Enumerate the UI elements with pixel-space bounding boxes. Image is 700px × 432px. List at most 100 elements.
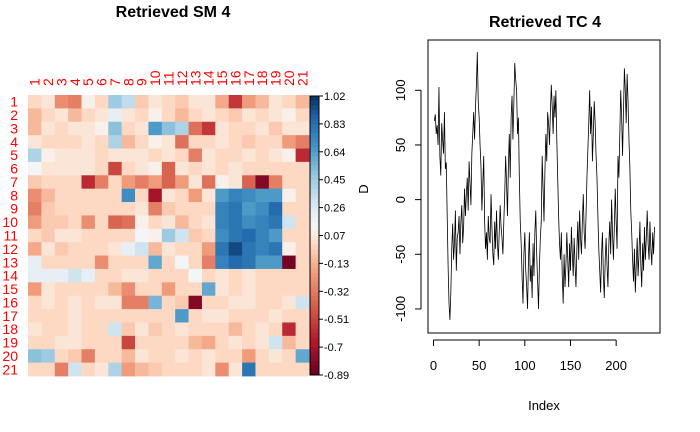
colorbar-tick-label: -0.7 — [324, 342, 343, 354]
heatmap-cell — [282, 135, 297, 149]
heatmap-cell — [175, 242, 189, 256]
heatmap-cell — [175, 95, 189, 109]
heatmap-cell — [121, 148, 136, 163]
heatmap-cell — [161, 175, 176, 190]
heatmap-cell — [188, 349, 203, 364]
heatmap-cell — [242, 135, 256, 149]
colorbar-segment — [310, 147, 319, 153]
colorbar-segment — [310, 277, 319, 283]
heatmap-cell — [121, 242, 136, 256]
heatmap-cell — [135, 255, 149, 270]
heatmap-cell — [28, 161, 42, 176]
column-label: 15 — [214, 70, 230, 86]
heatmap-cell — [68, 242, 82, 256]
heatmap-cell — [94, 362, 109, 377]
heatmap-cell — [94, 335, 109, 350]
heatmap-cell — [255, 282, 270, 297]
heatmap-cell — [228, 121, 243, 136]
x-axis-label: Index — [528, 398, 560, 413]
heatmap-cell — [121, 108, 136, 123]
heatmap-cell — [188, 242, 203, 256]
heatmap-cell — [295, 362, 310, 377]
heatmap-cell — [201, 255, 216, 270]
heatmap-cell — [41, 242, 56, 256]
heatmap-cell — [94, 135, 109, 149]
heatmap-cell — [268, 349, 283, 364]
heatmap-cell — [54, 95, 69, 109]
row-label: 11 — [3, 228, 18, 244]
heatmap-cell — [201, 175, 216, 190]
heatmap-cell — [201, 161, 216, 176]
heatmap-cell — [268, 242, 283, 256]
row-label: 21 — [2, 361, 18, 377]
heatmap-cell — [41, 95, 56, 109]
heatmap-cell — [81, 255, 96, 270]
heatmap-cell — [94, 95, 109, 109]
row-label: 7 — [10, 174, 18, 190]
row-label: 19 — [2, 335, 18, 351]
heatmap-cell — [215, 135, 230, 149]
heatmap-cell — [108, 228, 123, 243]
heatmap-cell — [268, 362, 283, 377]
y-tick-label: 0 — [393, 196, 408, 203]
row-label: 12 — [2, 241, 18, 257]
heatmap-cell — [108, 335, 123, 350]
heatmap-cell — [255, 108, 270, 123]
heatmap-cell — [242, 95, 256, 109]
heatmap-cell — [201, 121, 216, 136]
heatmap-cell — [81, 349, 96, 364]
heatmap-cell — [228, 255, 243, 270]
heatmap-cell — [68, 188, 82, 203]
heatmap-cell — [201, 215, 216, 230]
x-tick-label: 150 — [560, 358, 582, 373]
heatmap-cell — [108, 349, 123, 364]
heatmap-cell — [228, 202, 243, 216]
heatmap-cell — [41, 335, 56, 350]
heatmap-cell — [242, 255, 256, 270]
colorbar-segment — [310, 184, 319, 190]
heatmap-cell — [148, 121, 163, 136]
heatmap-cell — [28, 268, 42, 283]
heatmap-cell — [108, 362, 123, 377]
heatmap-cell — [94, 161, 109, 176]
colorbar-segment — [310, 198, 319, 204]
heatmap-cell — [175, 282, 189, 297]
heatmap-cell — [94, 108, 109, 123]
colorbar-label: D — [356, 184, 371, 193]
colorbar-segment — [310, 212, 319, 218]
heatmap-cell — [121, 282, 136, 297]
colorbar-segment — [310, 100, 319, 106]
heatmap-cell — [255, 202, 270, 216]
column-label: 12 — [174, 70, 190, 86]
heatmap-cell — [215, 121, 230, 136]
heatmap-cell — [81, 228, 96, 243]
colorbar-segment — [310, 282, 319, 288]
colorbar-segment — [310, 347, 319, 353]
x-tick-label: 100 — [514, 358, 536, 373]
heatmap-cell — [28, 362, 42, 377]
heatmap-cell — [28, 95, 42, 109]
heatmap-cell — [228, 228, 243, 243]
heatmap-cell — [108, 309, 123, 323]
heatmap-cell — [41, 255, 56, 270]
colorbar-segment — [310, 96, 319, 102]
timecourse-panel: Retrieved TC 4 0 50 100 150 200 -100 -50 0 50 10… — [393, 14, 661, 413]
colorbar-tick-label: 1.02 — [324, 91, 345, 103]
heatmap-cell — [54, 202, 69, 216]
colorbar-segment — [310, 240, 319, 246]
heatmap-cell — [295, 322, 310, 337]
heatmap-cell — [268, 309, 283, 323]
heatmap-cell — [54, 309, 69, 323]
row-label: 1 — [10, 94, 18, 110]
row-label: 3 — [10, 121, 18, 137]
colorbar-segment — [310, 175, 319, 181]
row-label: 6 — [10, 161, 18, 177]
heatmap-cell — [28, 242, 42, 256]
heatmap-cell — [148, 242, 163, 256]
heatmap-cell — [255, 228, 270, 243]
heatmap-cell — [148, 362, 163, 377]
heatmap-cell — [188, 282, 203, 297]
heatmap-cell — [135, 309, 149, 323]
